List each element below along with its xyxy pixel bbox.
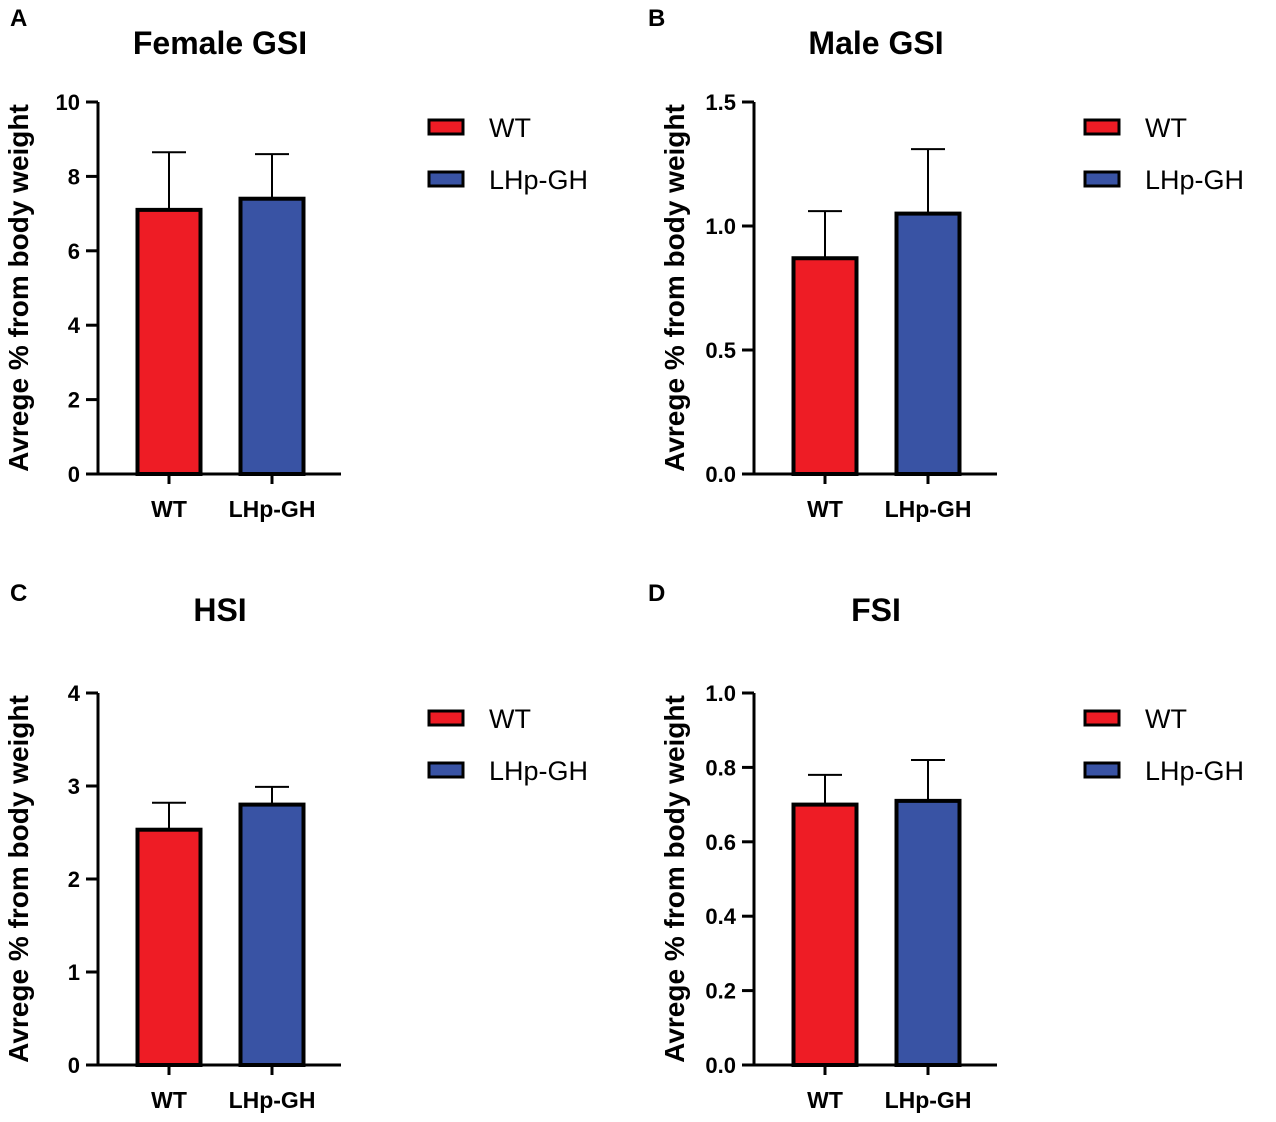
panel-d: D FSI Avrege % from body weight 0.0 0.2 0.4 0.…: [638, 561, 1276, 1122]
legend-swatch: [427, 170, 465, 188]
x-tick-label: WT: [151, 1087, 187, 1113]
y-tick-label: 6: [68, 239, 80, 264]
y-tick-label: 4: [68, 313, 81, 338]
chart-title: HSI: [193, 592, 246, 628]
legend-swatch: [427, 761, 465, 779]
legend-label: LHp-GH: [489, 756, 588, 786]
y-tick-label: 0: [68, 462, 80, 487]
x-tick-label: WT: [151, 496, 187, 522]
x-tick-label: LHp-GH: [229, 1087, 316, 1113]
chart-title: FSI: [851, 592, 901, 628]
chart-title: Female GSI: [133, 25, 307, 61]
y-axis-label: Avrege % from body weight: [659, 104, 690, 472]
y-tick-label: 0: [68, 1053, 80, 1078]
legend-label: LHp-GH: [1145, 756, 1244, 786]
y-tick-label: 0.2: [705, 979, 736, 1004]
legend-swatch: [427, 709, 465, 727]
x-tick-label: LHp-GH: [885, 1087, 972, 1113]
panel-a: A Female GSI Avrege % from body weight 0 2 4 6…: [0, 0, 638, 561]
y-tick-label: 4: [68, 681, 81, 706]
y-tick-label: 1.0: [705, 681, 736, 706]
chart-b: B Male GSI Avrege % from body weight 0.0 0.5…: [648, 5, 1244, 522]
x-tick-label: LHp-GH: [229, 496, 316, 522]
y-tick-label: 0.4: [705, 904, 736, 929]
y-tick-label: 1.0: [705, 214, 736, 239]
panel-letter: D: [648, 580, 665, 607]
legend-swatch: [1083, 170, 1121, 188]
chart-c: C HSI Avrege % from body weight 0 1 2 3 4 WT LHp-…: [3, 580, 588, 1113]
bar-lhp-gh: [894, 211, 962, 476]
y-tick-label: 0.6: [705, 830, 736, 855]
legend-swatch: [1083, 709, 1121, 727]
bar-lhp-gh: [238, 802, 306, 1067]
y-axis-label: Avrege % from body weight: [659, 695, 690, 1063]
x-tick-label: WT: [807, 1087, 843, 1113]
panel-letter: A: [10, 5, 27, 32]
y-tick-label: 2: [68, 388, 80, 413]
legend-label: WT: [489, 113, 531, 143]
y-axis-label: Avrege % from body weight: [3, 695, 34, 1063]
bar-wt: [791, 802, 859, 1067]
panel-c: C HSI Avrege % from body weight 0 1 2 3 4 WT LHp-…: [0, 561, 638, 1122]
y-axis-label: Avrege % from body weight: [3, 104, 34, 472]
legend-label: WT: [489, 704, 531, 734]
x-tick-label: WT: [807, 496, 843, 522]
legend-label: LHp-GH: [1145, 165, 1244, 195]
legend-swatch: [1083, 761, 1121, 779]
bar-wt: [135, 827, 203, 1067]
y-tick-label: 0.5: [705, 338, 736, 363]
bar-lhp-gh: [894, 798, 962, 1067]
x-tick-label: LHp-GH: [885, 496, 972, 522]
legend-swatch: [1083, 118, 1121, 136]
legend-label: WT: [1145, 113, 1187, 143]
legend-swatch: [427, 118, 465, 136]
y-tick-label: 10: [56, 90, 80, 115]
y-tick-label: 3: [68, 774, 80, 799]
y-tick-label: 1.5: [705, 90, 736, 115]
bar-lhp-gh: [238, 196, 306, 476]
panel-letter: B: [648, 5, 665, 32]
panel-b: B Male GSI Avrege % from body weight 0.0 0.5…: [638, 0, 1276, 561]
legend-label: LHp-GH: [489, 165, 588, 195]
bar-wt: [791, 256, 859, 476]
y-tick-label: 8: [68, 164, 80, 189]
y-tick-label: 2: [68, 867, 80, 892]
y-tick-label: 1: [68, 960, 80, 985]
chart-d: D FSI Avrege % from body weight 0.0 0.2 0.4 0.…: [648, 580, 1244, 1113]
y-tick-label: 0.8: [705, 755, 736, 780]
y-tick-label: 0.0: [705, 462, 736, 487]
chart-a: A Female GSI Avrege % from body weight 0 2 4 6…: [3, 5, 588, 522]
y-tick-label: 0.0: [705, 1053, 736, 1078]
legend-label: WT: [1145, 704, 1187, 734]
bar-wt: [135, 207, 203, 476]
panel-letter: C: [10, 580, 27, 607]
chart-title: Male GSI: [808, 25, 943, 61]
